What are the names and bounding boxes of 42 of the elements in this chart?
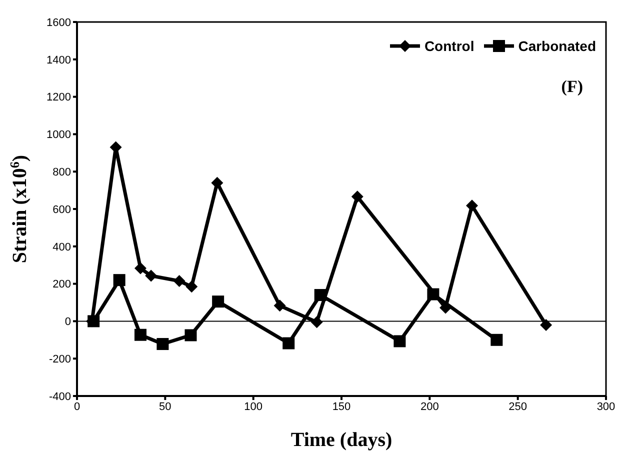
point bbox=[427, 288, 440, 300]
y-tick-label: 800 bbox=[52, 166, 71, 179]
point bbox=[394, 335, 406, 348]
x-tick-label: 50 bbox=[159, 400, 172, 413]
x-tick-label: 0 bbox=[74, 400, 80, 413]
y-tick-label: 1600 bbox=[46, 16, 71, 29]
point bbox=[184, 329, 197, 342]
x-tick-label: 200 bbox=[420, 400, 439, 413]
y-tick-label: 1200 bbox=[46, 92, 71, 104]
y-tick-label: 400 bbox=[52, 241, 71, 254]
y-tick-label: -400 bbox=[48, 390, 71, 403]
y-tick-label: 600 bbox=[52, 204, 71, 216]
y-tick-label: 0 bbox=[64, 316, 71, 328]
point bbox=[211, 176, 224, 189]
point bbox=[282, 337, 295, 350]
point bbox=[113, 274, 126, 286]
point bbox=[212, 296, 224, 308]
x-tick-label: 100 bbox=[244, 400, 263, 413]
point bbox=[134, 262, 146, 274]
y-tick-label: 1000 bbox=[46, 129, 71, 142]
point bbox=[314, 289, 326, 302]
point bbox=[134, 328, 146, 341]
y-tick-label: 1400 bbox=[46, 54, 71, 66]
legend-label: Carbonated bbox=[518, 38, 596, 54]
point bbox=[490, 334, 503, 346]
y-tick-label: -200 bbox=[48, 354, 71, 366]
x-tick-label: 300 bbox=[596, 400, 616, 413]
x-tick-label: 150 bbox=[332, 400, 351, 413]
x-axis-title: Time (days) bbox=[290, 429, 392, 451]
point bbox=[540, 318, 552, 331]
x-tick-label: 250 bbox=[508, 400, 528, 413]
y-tick-label: 200 bbox=[52, 278, 71, 291]
annotation: (F) bbox=[561, 77, 583, 96]
legend-label: Control bbox=[424, 38, 474, 54]
point bbox=[173, 274, 186, 287]
point bbox=[351, 190, 364, 203]
point bbox=[466, 200, 478, 212]
point bbox=[156, 338, 169, 350]
point bbox=[310, 316, 323, 328]
point bbox=[186, 280, 198, 293]
point bbox=[145, 270, 158, 282]
point bbox=[274, 300, 286, 312]
